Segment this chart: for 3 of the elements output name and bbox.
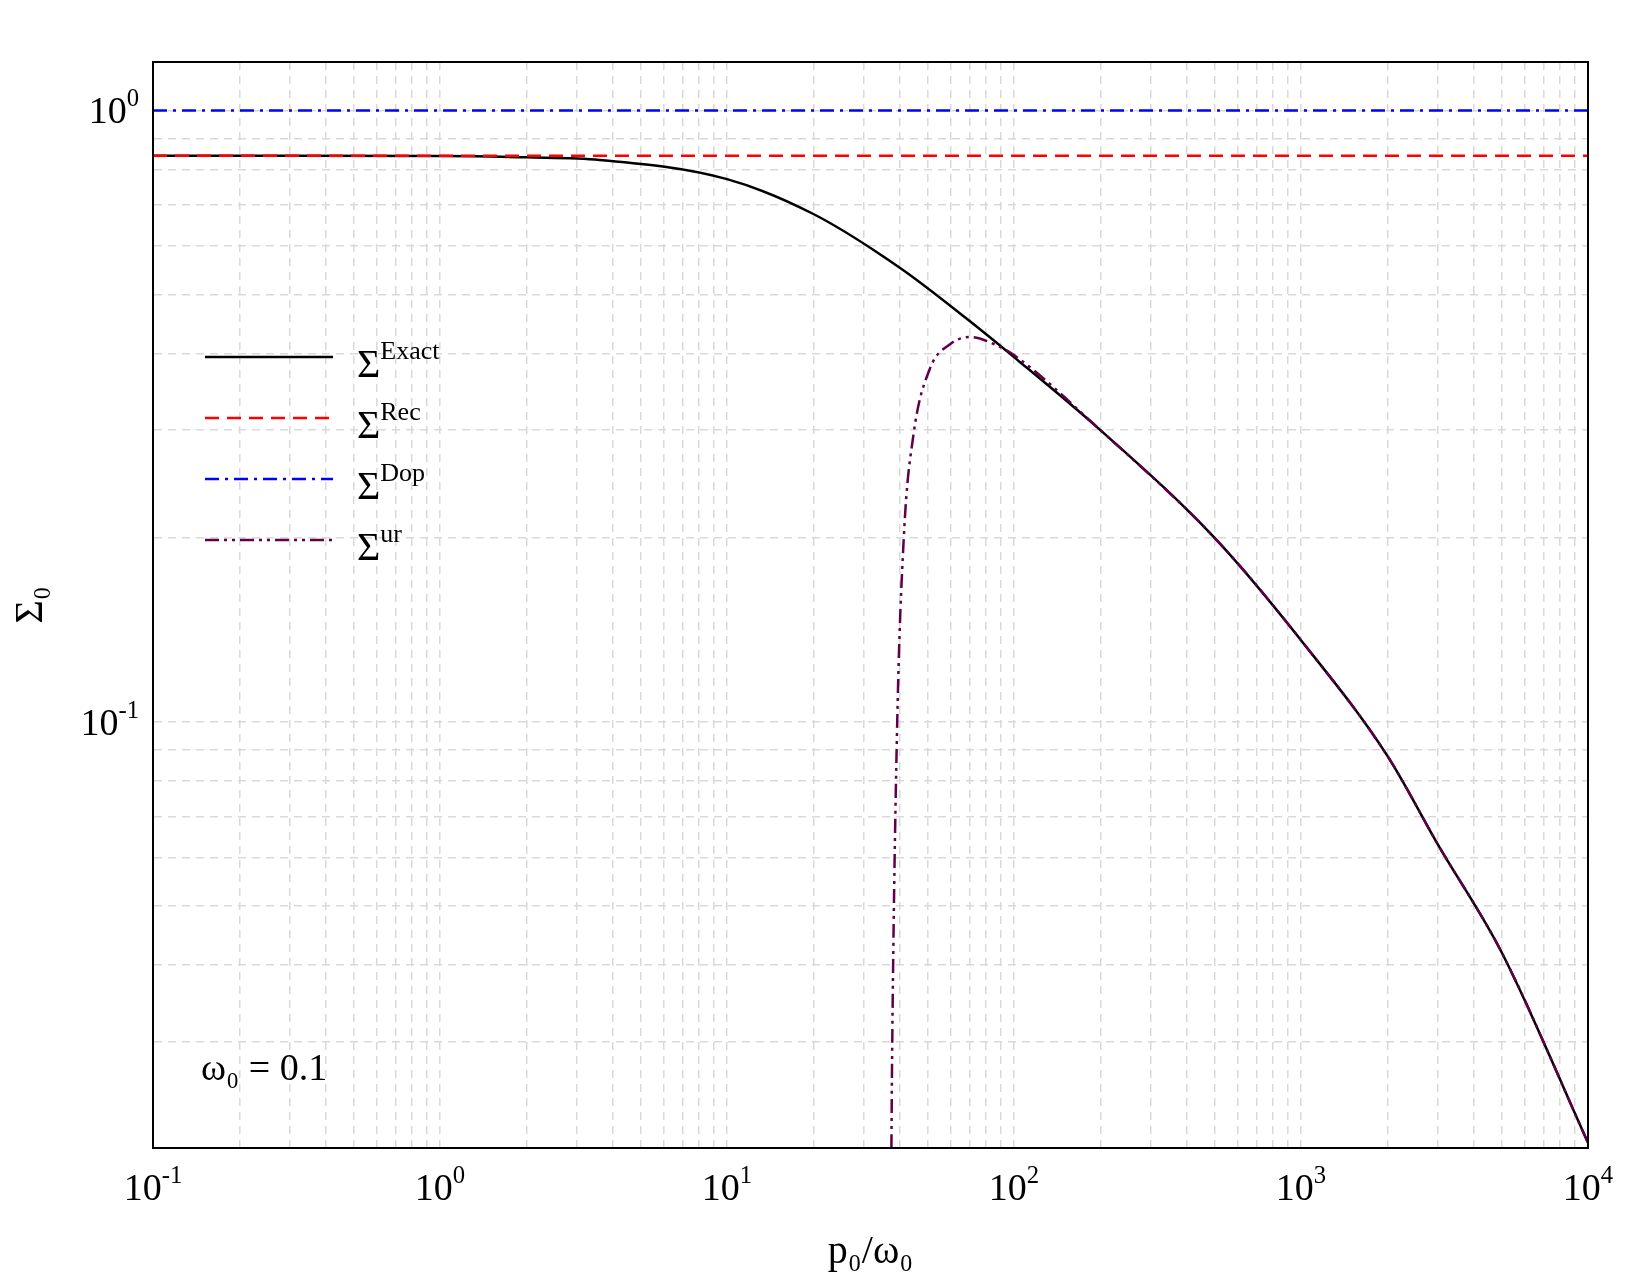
y-axis-title: Σ₀ xyxy=(6,586,51,624)
annotation: ω₀ = 0.1 xyxy=(201,1046,328,1088)
x-axis-title: p₀/ω₀ xyxy=(827,1227,914,1272)
